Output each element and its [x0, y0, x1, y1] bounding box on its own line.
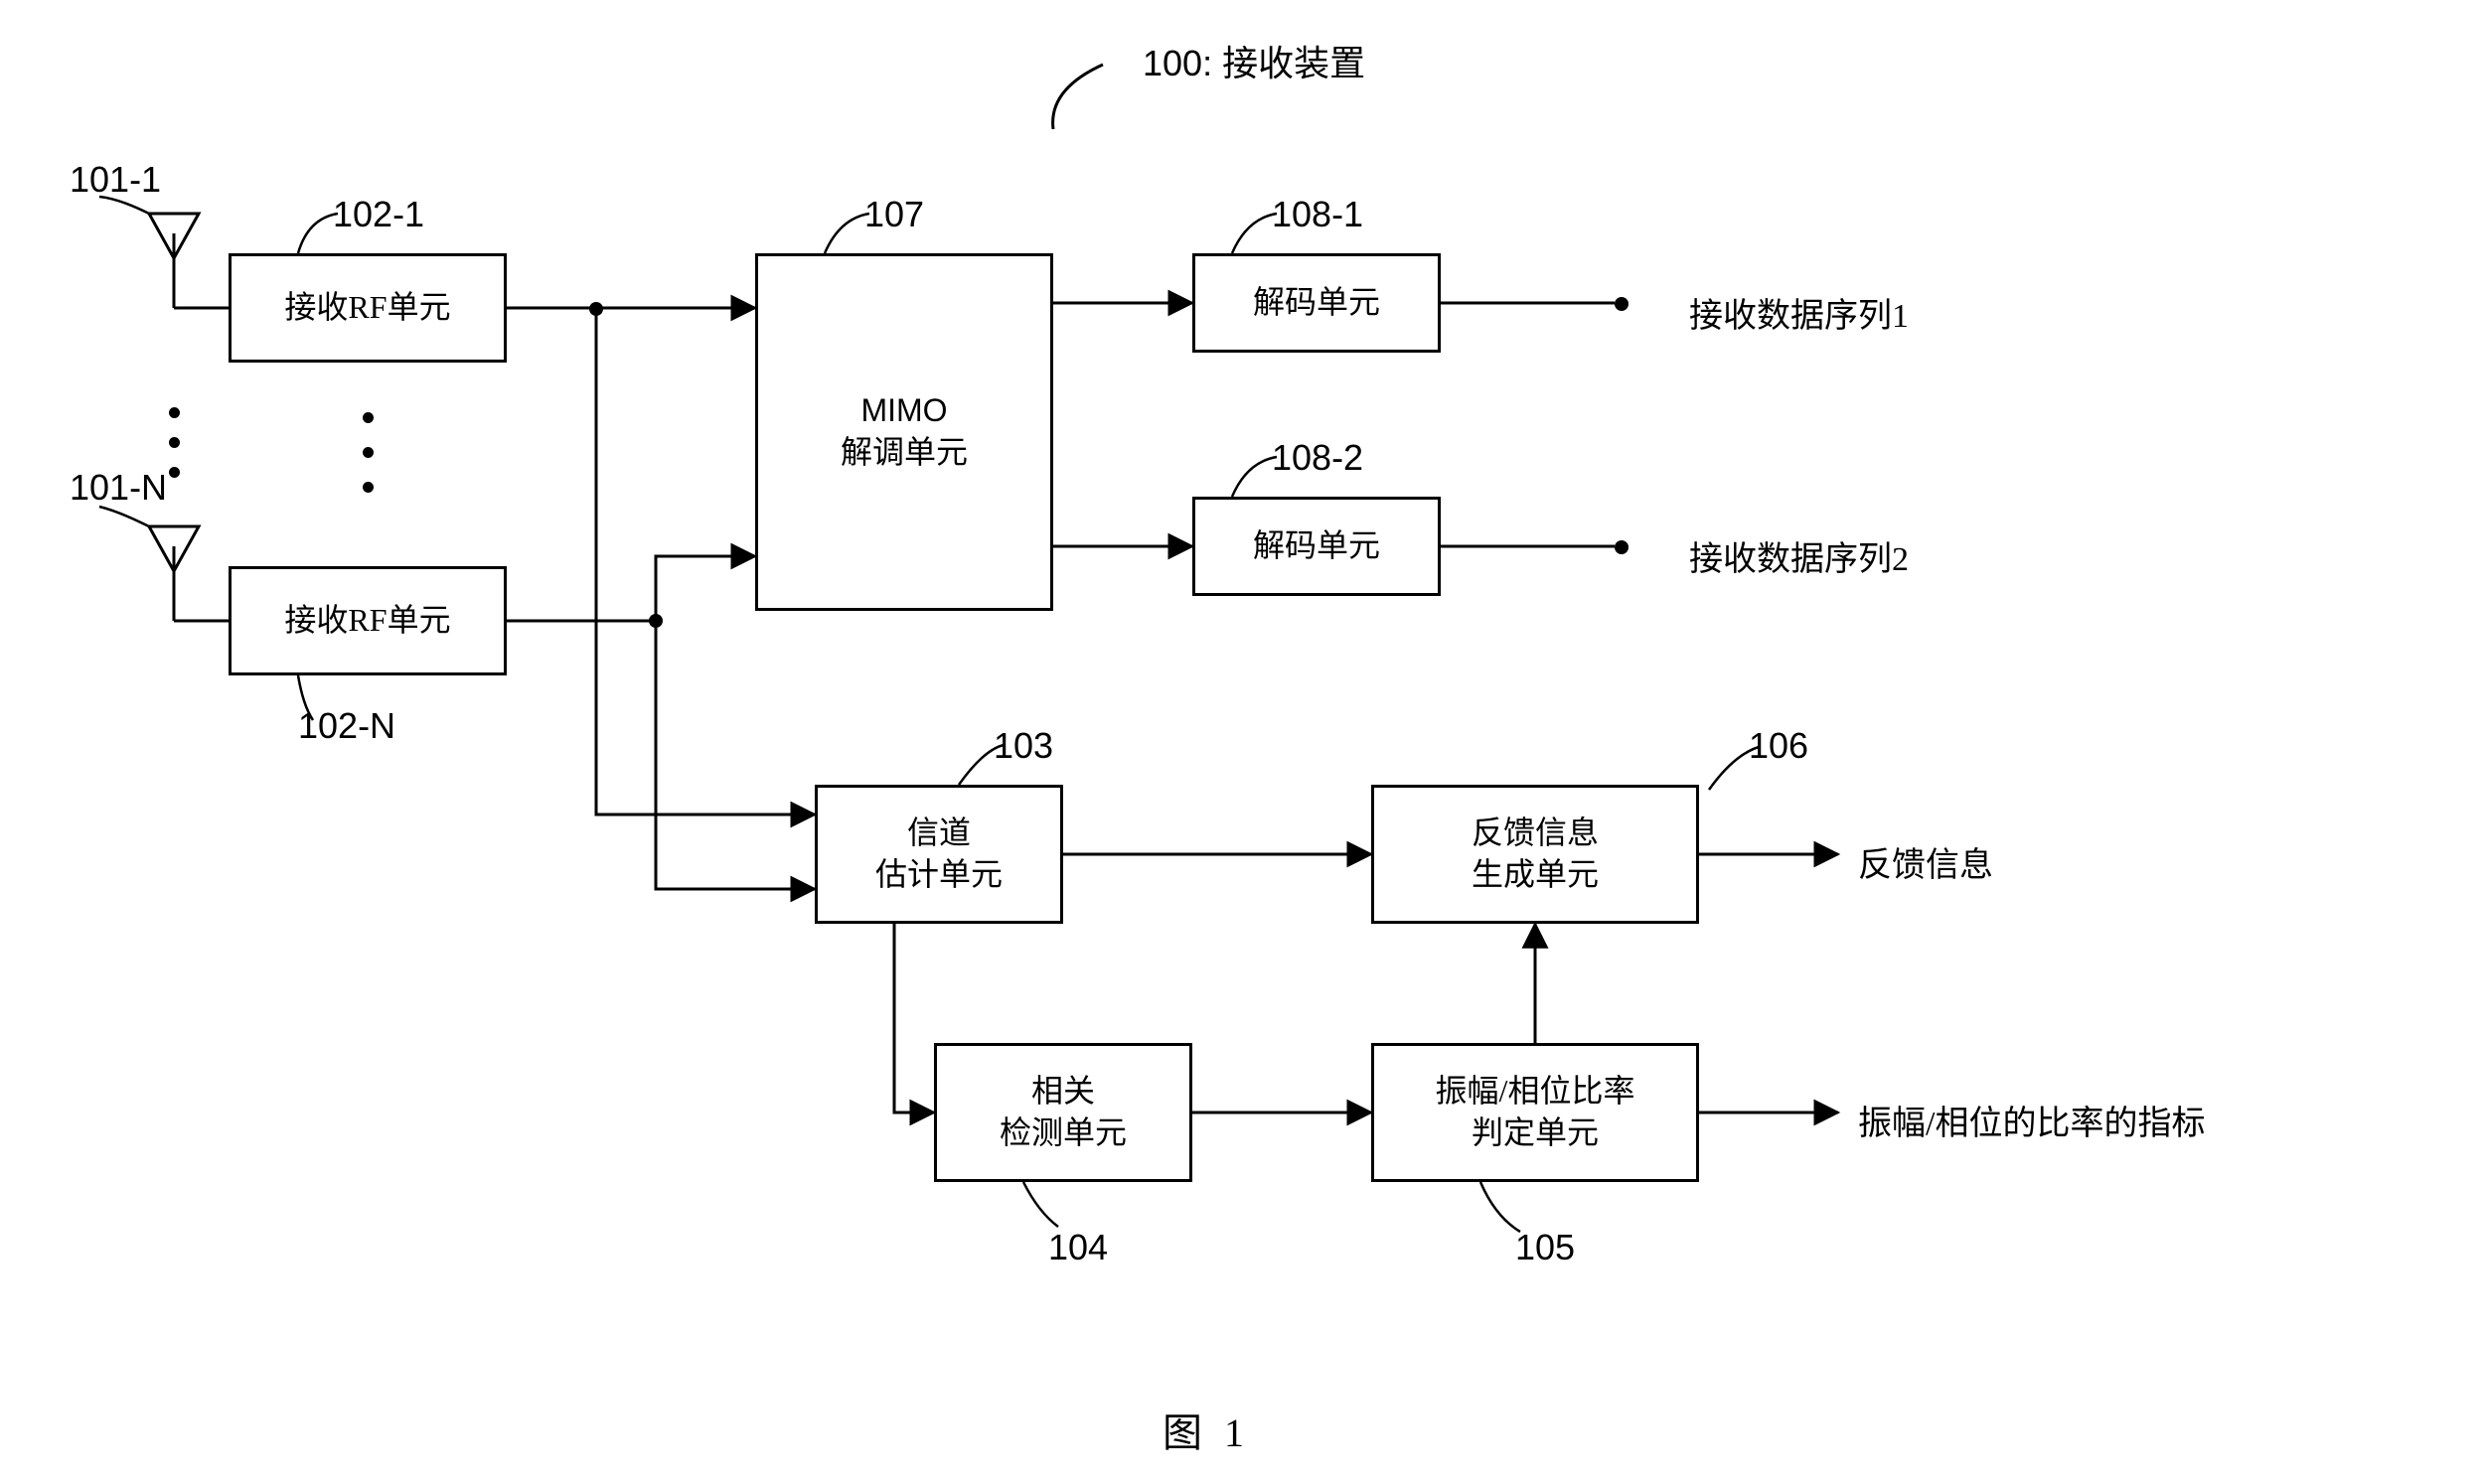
antenna1-ref: 101-1 [70, 159, 161, 201]
rf-unit-N: 接收RF单元 [229, 566, 507, 675]
corr-detect: 相关 检测单元 [934, 1043, 1192, 1182]
out-fb: 反馈信息 [1858, 837, 1993, 886]
ratio-ref: 105 [1515, 1227, 1575, 1268]
fb-l1: 反馈信息 [1472, 813, 1599, 854]
out-ratio: 振幅/相位的比率的指标 [1858, 1096, 2205, 1144]
rf-vdots-3 [363, 482, 374, 493]
figure-caption: 图 1 [1163, 1401, 1250, 1458]
rx1-dot [1615, 297, 1629, 311]
channel-est: 信道 估计单元 [815, 785, 1063, 924]
mimo-ref: 107 [864, 194, 924, 235]
junction-rf1 [589, 302, 603, 316]
rf-vdots-2 [363, 447, 374, 458]
channel-est-l2: 估计单元 [875, 854, 1003, 896]
title-ref: 100: 接收装置 [1143, 35, 1365, 86]
decode-2-text: 解码单元 [1253, 525, 1380, 567]
decode-2: 解码单元 [1192, 497, 1441, 596]
decode-1: 解码单元 [1192, 253, 1441, 353]
fb-l2: 生成单元 [1472, 854, 1599, 896]
antenna-vdots-1 [169, 407, 180, 418]
rx2-dot [1615, 540, 1629, 554]
out-rx1: 接收数据序列1 [1689, 288, 1909, 337]
title-text: 接收装置 [1222, 43, 1365, 83]
ratio-l2: 判定单元 [1472, 1113, 1599, 1154]
feedback-gen: 反馈信息 生成单元 [1371, 785, 1699, 924]
antenna-vdots-2 [169, 437, 180, 448]
mimo-demod: MIMO 解调单元 [755, 253, 1053, 611]
decode-2-ref: 108-2 [1272, 437, 1363, 479]
diagram-root: 100: 接收装置 101-1 101-N 接收RF单元 102-1 接收RF单… [0, 0, 2484, 1484]
corr-ref: 104 [1048, 1227, 1108, 1268]
title-ref-num: 100 [1143, 43, 1202, 83]
channel-est-l1: 信道 [907, 813, 971, 854]
decode-1-text: 解码单元 [1253, 282, 1380, 324]
rf-unit-1-text: 接收RF单元 [284, 287, 450, 329]
corr-l2: 检测单元 [1000, 1113, 1127, 1154]
channel-est-ref: 103 [994, 725, 1053, 767]
rf-unit-1-ref: 102-1 [333, 194, 424, 235]
corr-l1: 相关 [1031, 1071, 1095, 1113]
ratio-judge: 振幅/相位比率 判定单元 [1371, 1043, 1699, 1182]
mimo-line1: MIMO [860, 390, 947, 432]
mimo-line2: 解调单元 [841, 432, 968, 474]
decode-1-ref: 108-1 [1272, 194, 1363, 235]
antenna-vdots-3 [169, 467, 180, 478]
rf-unit-N-text: 接收RF单元 [284, 600, 450, 642]
rf-vdots-1 [363, 412, 374, 423]
rf-unit-1: 接收RF单元 [229, 253, 507, 363]
out-rx2: 接收数据序列2 [1689, 531, 1909, 580]
antennaN-ref: 101-N [70, 467, 167, 509]
junction-rfN [649, 614, 663, 628]
fb-ref: 106 [1749, 725, 1808, 767]
rf-unit-N-ref: 102-N [298, 705, 395, 747]
ratio-l1: 振幅/相位比率 [1436, 1071, 1635, 1113]
